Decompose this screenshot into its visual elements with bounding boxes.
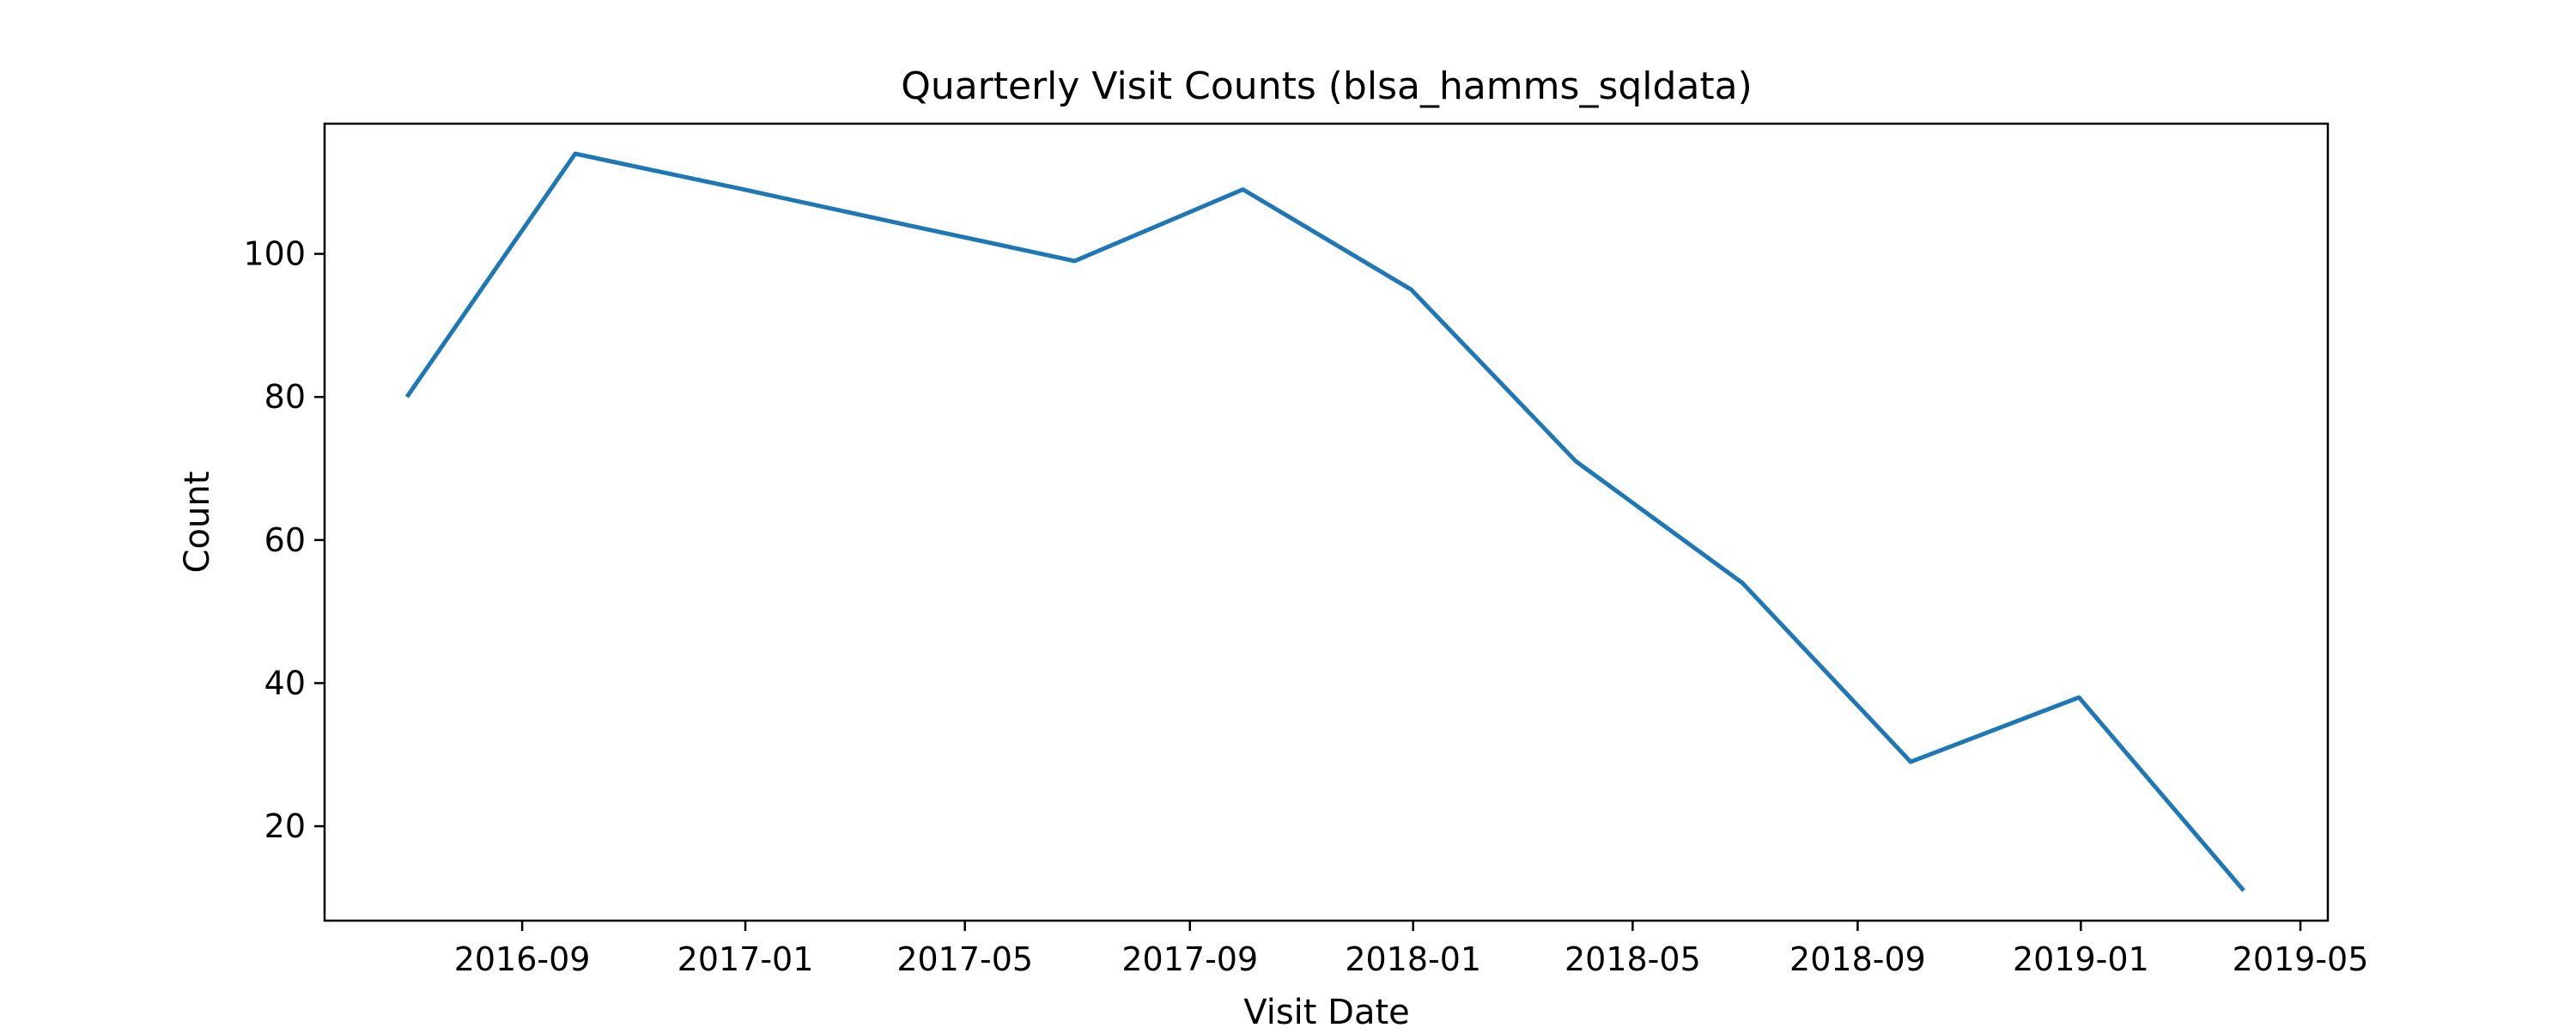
x-tick-label: 2017-05: [896, 940, 1033, 978]
x-tick-label: 2018-05: [1564, 940, 1701, 978]
y-tick-label: 20: [264, 807, 306, 845]
x-tick-label: 2019-05: [2233, 940, 2369, 978]
series-layer: [404, 151, 2245, 892]
y-tick-label: 100: [243, 235, 306, 273]
x-tick-label: 2018-01: [1345, 940, 1481, 978]
y-axis-label: Count: [178, 471, 217, 574]
plot-frame: [323, 122, 2330, 922]
x-tick-label: 2019-01: [2013, 940, 2149, 978]
x-tick-label: 2017-09: [1121, 940, 1258, 978]
y-tick-label: 40: [264, 664, 306, 702]
x-tick-label: 2016-09: [454, 940, 591, 978]
x-axis-label: Visit Date: [1243, 993, 1410, 1031]
x-tick-label: 2018-09: [1789, 940, 1926, 978]
chart-title: Quarterly Visit Counts (blsa_hamms_sqlda…: [901, 64, 1753, 108]
axes: 2016-09 2017-01 2017-05 2017-09 2018-01 2018-…: [243, 235, 2368, 978]
x-tick-label: 2017-01: [677, 940, 814, 978]
y-tick-label: 60: [264, 521, 306, 559]
y-tick-label: 80: [264, 378, 306, 416]
series-line-0: [404, 151, 2245, 892]
